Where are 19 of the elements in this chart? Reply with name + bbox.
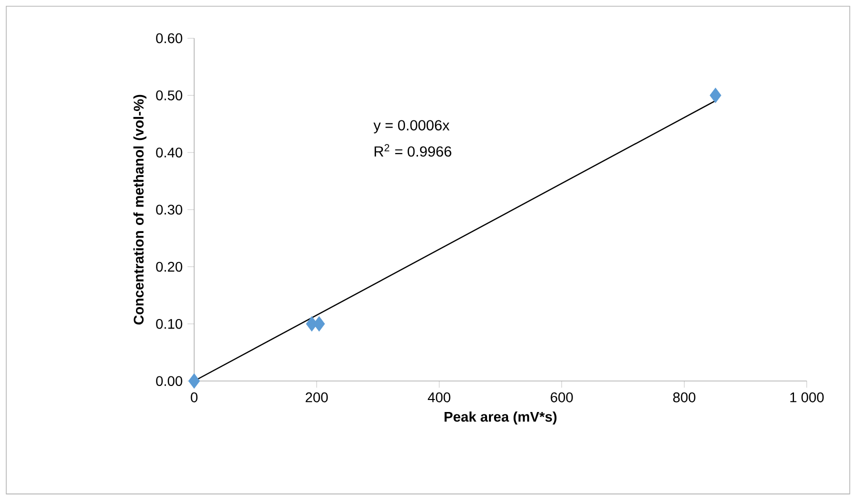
point (188, 373, 200, 389)
point (710, 88, 722, 103)
x-tick-label: 1 000 (790, 392, 824, 402)
x-tick-label: 0 (190, 392, 198, 402)
y-tick-label: 0.40 (156, 147, 182, 158)
y-tick-label: 0.20 (156, 262, 182, 272)
x-tick-label: 200 (306, 392, 328, 402)
annotation: y = 0.0006x (374, 120, 450, 134)
x-tick-label: 400 (428, 392, 450, 402)
x-axis-title: Peak area (mV*s) (444, 411, 556, 424)
y-tick-label: 0.50 (156, 90, 182, 100)
y-tick-label: 0.60 (156, 33, 182, 44)
x-tick-label: 600 (550, 392, 573, 402)
y-tick-label: 0.10 (156, 318, 182, 329)
y-tick-label: 0.00 (156, 376, 182, 386)
x-tick-label: 800 (673, 392, 696, 402)
annotation: R$^{2}$ = 0.9966 (374, 144, 452, 157)
y-tick-label: 0.30 (156, 204, 182, 214)
y-axis-title: Concentration of methanol (vol-%) (133, 94, 146, 324)
